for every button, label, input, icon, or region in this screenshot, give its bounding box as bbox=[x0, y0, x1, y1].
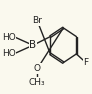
Text: O: O bbox=[34, 64, 41, 73]
Text: B: B bbox=[29, 40, 37, 50]
Text: HO: HO bbox=[2, 33, 16, 42]
Text: HO: HO bbox=[2, 49, 16, 58]
Text: Br: Br bbox=[32, 16, 42, 25]
Text: CH₃: CH₃ bbox=[29, 78, 46, 87]
Text: F: F bbox=[83, 58, 89, 67]
